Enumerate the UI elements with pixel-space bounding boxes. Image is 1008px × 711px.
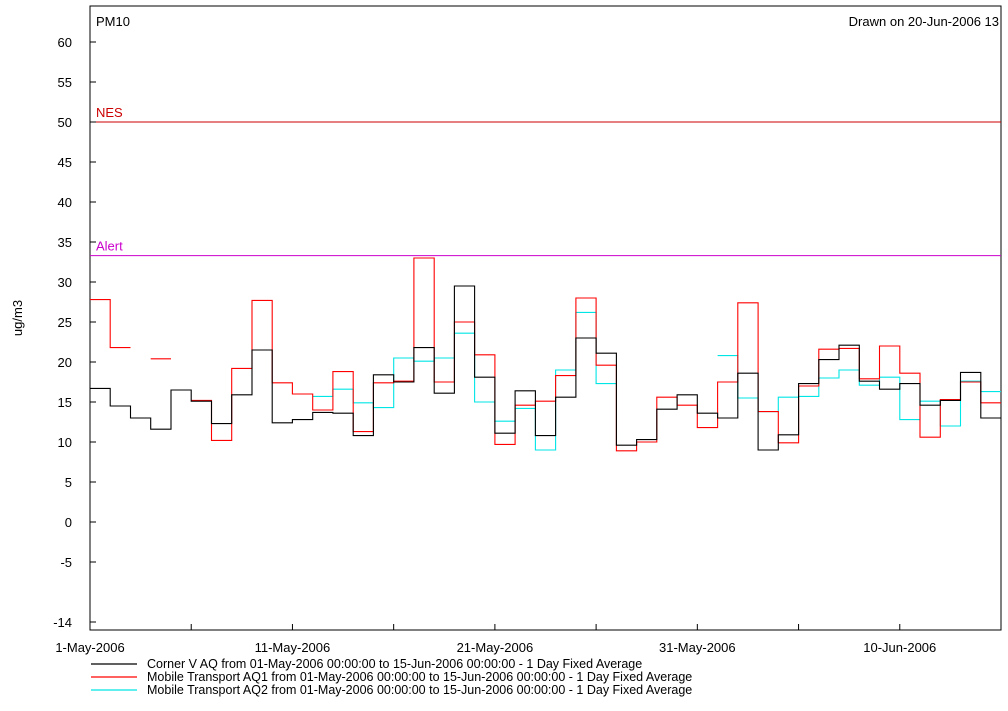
y-tick-label: 5 [65, 475, 72, 490]
reference-label-nes: NES [96, 105, 123, 120]
legend-label-1: Corner V AQ from 01-May-2006 00:00:00 to… [147, 657, 642, 671]
reference-label-alert: Alert [96, 239, 123, 254]
reference-lines: NES Alert [90, 105, 1001, 257]
chart-title: PM10 [96, 14, 130, 29]
legend-label-2: Mobile Transport AQ1 from 01-May-2006 00… [147, 670, 692, 684]
y-tick-label: -5 [60, 555, 72, 570]
y-axis: -14 -5 0 5 10 15 20 25 30 35 40 45 50 55 60 [53, 35, 96, 630]
y-tick-label: 45 [58, 155, 72, 170]
series-layer [90, 257, 1001, 452]
y-tick-label: 20 [58, 355, 72, 370]
drawn-note: Drawn on 20-Jun-2006 13 [849, 14, 999, 29]
x-tick-label: 11-May-2006 [255, 640, 331, 655]
x-tick-label: 21-May-2006 [457, 640, 534, 655]
y-axis-label: ug/m3 [10, 300, 25, 336]
plot-frame [89, 5, 1002, 631]
legend-label-3: Mobile Transport AQ2 from 01-May-2006 00… [147, 683, 692, 697]
y-tick-label: 30 [58, 275, 72, 290]
y-tick-label: 55 [58, 75, 72, 90]
legend: Corner V AQ from 01-May-2006 00:00:00 to… [91, 657, 692, 697]
x-tick-label: 10-Jun-2006 [863, 640, 936, 655]
y-tick-label: -14 [53, 615, 72, 630]
y-tick-label: 35 [58, 235, 72, 250]
series-line-1 [90, 285, 1001, 451]
y-tick-label: 60 [58, 35, 72, 50]
x-tick-label: 31-May-2006 [659, 640, 736, 655]
y-tick-label: 10 [58, 435, 72, 450]
y-tick-label: 50 [58, 115, 72, 130]
x-axis: 1-May-2006 11-May-2006 21-May-2006 31-May-2… [55, 624, 936, 655]
x-tick-label: 1-May-2006 [55, 640, 124, 655]
y-tick-label: 40 [58, 195, 72, 210]
y-tick-label: 25 [58, 315, 72, 330]
y-tick-label: 0 [65, 515, 72, 530]
y-tick-label: 15 [58, 395, 72, 410]
